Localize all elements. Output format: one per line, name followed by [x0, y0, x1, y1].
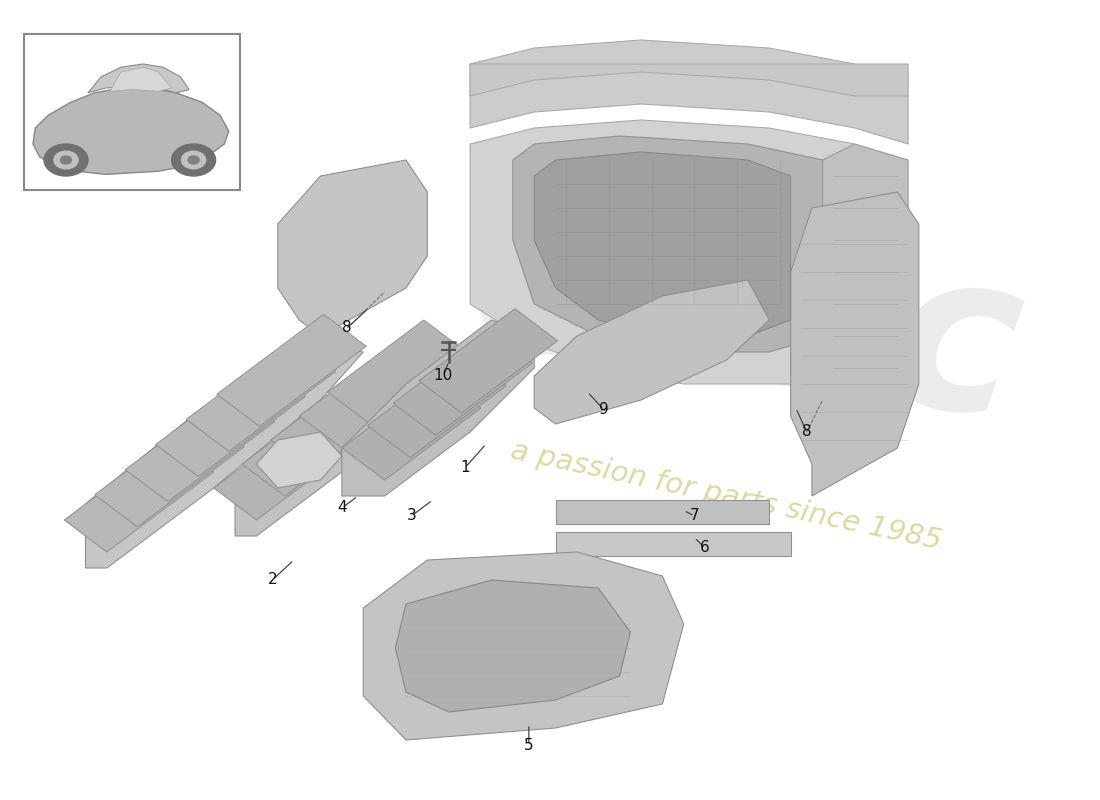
Polygon shape — [342, 376, 481, 480]
Text: 1: 1 — [460, 461, 470, 475]
Polygon shape — [556, 500, 769, 524]
Polygon shape — [342, 320, 535, 496]
Polygon shape — [395, 580, 630, 712]
Polygon shape — [470, 120, 855, 384]
Polygon shape — [64, 440, 213, 552]
Polygon shape — [217, 314, 366, 426]
Polygon shape — [470, 40, 909, 144]
Polygon shape — [186, 339, 336, 451]
Polygon shape — [367, 354, 506, 458]
Text: 4: 4 — [337, 501, 346, 515]
Polygon shape — [328, 320, 466, 424]
Polygon shape — [271, 368, 409, 472]
Text: 8: 8 — [802, 425, 812, 439]
Polygon shape — [156, 365, 305, 477]
Text: 5: 5 — [524, 738, 534, 753]
Circle shape — [60, 156, 72, 164]
Polygon shape — [393, 331, 532, 435]
Polygon shape — [470, 64, 909, 96]
Polygon shape — [278, 160, 427, 336]
Polygon shape — [556, 532, 791, 556]
Text: 7: 7 — [690, 509, 700, 523]
Text: a passion for parts since 1985: a passion for parts since 1985 — [508, 437, 945, 555]
Text: 2: 2 — [267, 573, 277, 587]
Circle shape — [172, 144, 216, 176]
Text: 10: 10 — [433, 369, 453, 383]
Polygon shape — [791, 192, 918, 496]
Polygon shape — [33, 88, 229, 174]
Text: 8: 8 — [342, 321, 352, 335]
Polygon shape — [95, 415, 244, 527]
Polygon shape — [823, 144, 909, 400]
Polygon shape — [535, 152, 791, 336]
Circle shape — [54, 151, 78, 169]
Polygon shape — [86, 336, 363, 568]
Polygon shape — [110, 67, 172, 91]
Polygon shape — [299, 344, 438, 448]
Polygon shape — [535, 280, 769, 424]
Polygon shape — [242, 392, 381, 496]
Polygon shape — [513, 136, 823, 352]
Circle shape — [44, 144, 88, 176]
Circle shape — [188, 156, 199, 164]
Polygon shape — [419, 309, 558, 413]
Polygon shape — [88, 64, 189, 93]
Text: eurc: eurc — [461, 176, 1035, 464]
Polygon shape — [363, 552, 684, 740]
Polygon shape — [213, 416, 353, 520]
Polygon shape — [125, 390, 275, 502]
Circle shape — [182, 151, 206, 169]
Polygon shape — [235, 336, 470, 536]
Polygon shape — [256, 432, 342, 488]
Text: 3: 3 — [406, 509, 416, 523]
Text: 9: 9 — [598, 402, 608, 417]
Text: 6: 6 — [701, 541, 710, 555]
